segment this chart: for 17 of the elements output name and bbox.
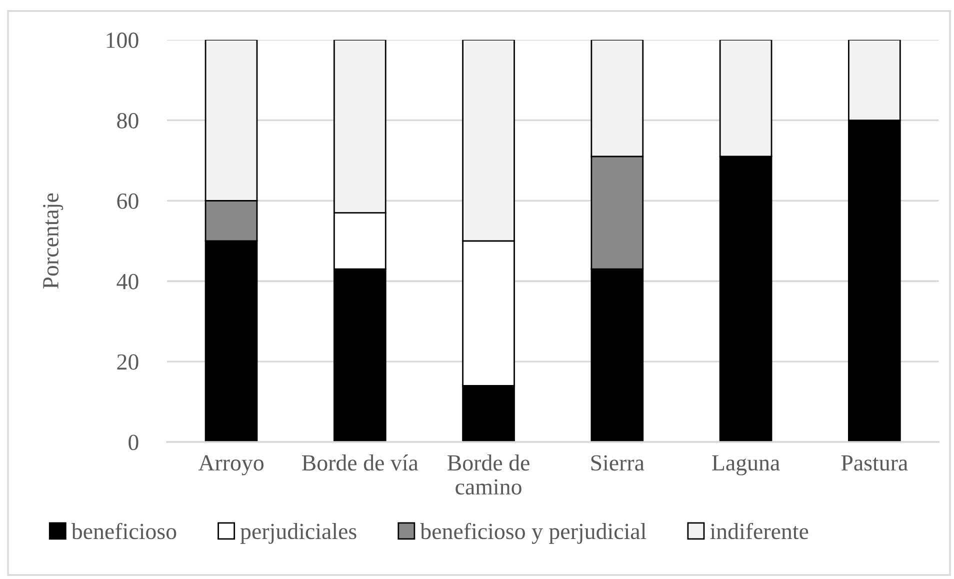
y-tick-label: 40	[116, 274, 138, 290]
x-tick-label: Sierra	[591, 455, 644, 471]
y-axis-title: Porcentaje	[43, 193, 64, 289]
y-tick-label: 60	[117, 193, 138, 209]
x-tick-label: Borde de vía	[302, 454, 418, 471]
x-tick-label: Pastura	[841, 455, 908, 471]
legend-label: perjudiciales	[240, 523, 356, 544]
y-tick-label: 80	[117, 112, 138, 128]
x-tick-label: Arroyo	[198, 455, 264, 476]
x-tick-label: Laguna	[712, 455, 780, 476]
y-tick-label: 100	[106, 32, 138, 48]
legend-label: beneficioso	[71, 522, 176, 540]
x-tick-label: Borde de camino	[448, 454, 530, 495]
y-tick-label: 0	[128, 434, 138, 450]
y-tick-label: 20	[117, 354, 138, 370]
legend-label: beneficioso y perjudicial	[420, 522, 646, 544]
legend-label: indiferente	[710, 522, 808, 540]
